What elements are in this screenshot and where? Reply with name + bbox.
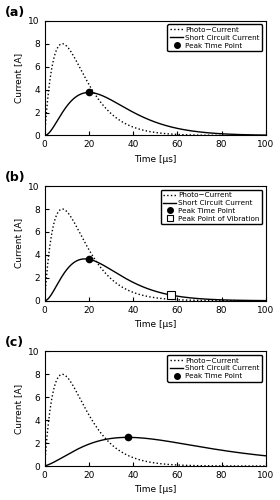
X-axis label: Time [μs]: Time [μs]	[134, 486, 176, 494]
Y-axis label: Current [A]: Current [A]	[14, 384, 23, 434]
Text: (a): (a)	[5, 6, 25, 18]
X-axis label: Time [μs]: Time [μs]	[134, 320, 176, 329]
Legend: Photo−Current, Short Circuit Current, Peak Time Point, Peak Point of Vibration: Photo−Current, Short Circuit Current, Pe…	[161, 190, 262, 224]
Y-axis label: Current [A]: Current [A]	[14, 218, 23, 268]
Text: (b): (b)	[5, 171, 25, 184]
Legend: Photo−Current, Short Circuit Current, Peak Time Point: Photo−Current, Short Circuit Current, Pe…	[167, 24, 262, 52]
Y-axis label: Current [A]: Current [A]	[14, 53, 23, 103]
X-axis label: Time [μs]: Time [μs]	[134, 155, 176, 164]
Text: (c): (c)	[5, 336, 24, 349]
Legend: Photo−Current, Short Circuit Current, Peak Time Point: Photo−Current, Short Circuit Current, Pe…	[167, 355, 262, 382]
